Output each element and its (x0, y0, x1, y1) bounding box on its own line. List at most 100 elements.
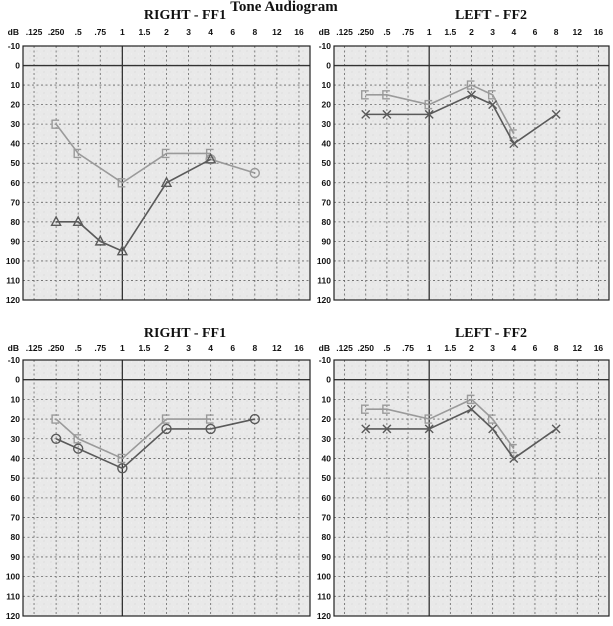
y-tick-label: 0 (15, 375, 20, 385)
data-point-circle (249, 413, 261, 425)
x-tick-label: .75 (402, 27, 414, 37)
y-tick-label: 70 (11, 513, 21, 523)
data-point-bracket (424, 99, 433, 110)
y-tick-label: 80 (11, 217, 21, 227)
data-point-bracket (487, 414, 496, 424)
panel-title: RIGHT - FF1 (144, 326, 226, 341)
x-tick-label: 8 (554, 343, 559, 353)
x-tick-label: .250 (357, 343, 374, 353)
data-point-circle (249, 167, 261, 179)
x-tick-label: 16 (294, 27, 304, 37)
y-tick-label: 90 (11, 236, 21, 246)
x-tick-label: 6 (230, 343, 235, 353)
data-point-circle (161, 423, 172, 435)
data-point-bracket (361, 90, 369, 100)
x-tick-label: 4 (208, 343, 213, 353)
y-unit-label: dB (319, 27, 330, 37)
y-tick-label: 30 (322, 434, 332, 444)
y-tick-label: -10 (319, 41, 332, 51)
series-cross (361, 90, 561, 149)
y-tick-label: 30 (11, 434, 21, 444)
y-tick-label: 60 (11, 493, 21, 503)
x-tick-label: 3 (186, 343, 191, 353)
data-point-circle (72, 443, 84, 454)
y-tick-label: 30 (11, 119, 21, 129)
y-tick-label: -10 (319, 355, 332, 365)
x-tick-label: 1 (120, 27, 125, 37)
y-tick-label: 20 (322, 100, 332, 110)
y-unit-label: dB (8, 27, 19, 37)
x-tick-label: .5 (75, 343, 82, 353)
y-tick-label: 100 (317, 256, 331, 266)
data-point-cross (509, 453, 519, 463)
x-tick-label: 16 (594, 27, 604, 37)
series-cross (361, 404, 561, 463)
x-tick-label: .250 (48, 27, 65, 37)
x-tick-label: .75 (402, 343, 414, 353)
data-point-cross (382, 109, 392, 119)
x-tick-label: .75 (94, 343, 106, 353)
x-tick-label: 12 (272, 343, 282, 353)
data-point-square (73, 434, 82, 444)
data-point-square (51, 414, 60, 424)
data-point-cross (467, 404, 476, 414)
data-point-triangle (160, 176, 173, 187)
y-tick-label: 40 (322, 453, 332, 463)
x-tick-label: .5 (75, 27, 82, 37)
audiogram-panel-right-ff1-bottom: RIGHT - FF1 dB .125 .250 .5 .75 1 1.5 2 3 4 6 8 12 16 -… (6, 326, 311, 621)
y-tick-label: 70 (322, 513, 332, 523)
x-tick-label: .125 (336, 27, 353, 37)
x-tick-label: 2 (469, 343, 474, 353)
y-tick-label: 0 (326, 61, 331, 71)
x-tick-label: 2 (469, 27, 474, 37)
x-tick-label: 3 (490, 27, 495, 37)
data-point-square (161, 414, 170, 424)
data-point-bracket (466, 80, 475, 90)
y-tick-label: 100 (6, 572, 20, 582)
y-tick-label: 70 (322, 197, 332, 207)
x-tick-label: 16 (294, 343, 304, 353)
y-tick-label: 110 (317, 591, 331, 601)
data-point-square (117, 453, 126, 464)
data-point-cross (382, 424, 392, 434)
x-tick-label: 6 (533, 343, 538, 353)
series-line (56, 158, 212, 253)
x-tick-label: .250 (357, 27, 374, 37)
x-tick-label: 1.5 (139, 343, 151, 353)
y-tick-label: 50 (11, 473, 21, 483)
series-triangle (50, 152, 217, 256)
y-tick-label: 0 (15, 61, 20, 71)
y-tick-label: 90 (11, 552, 21, 562)
x-tick-label: 1 (120, 343, 125, 353)
panel-title: RIGHT - FF1 (144, 8, 226, 23)
y-tick-label: 20 (322, 414, 332, 424)
data-point-circle (117, 463, 128, 474)
data-point-bracket (382, 404, 390, 414)
y-tick-label: 110 (6, 275, 20, 285)
figure-title: Tone Audiogram (230, 0, 338, 15)
data-point-triangle (94, 234, 106, 246)
x-tick-label: 4 (511, 27, 516, 37)
y-tick-label: 100 (6, 256, 20, 266)
data-point-triangle (204, 152, 217, 164)
audiogram-panel-right-ff1-top: RIGHT - FF1 dB .125 .250 .5 .75 1 1.5 2 3 4 6 8 12 16 -… (6, 8, 311, 305)
y-tick-label: 120 (6, 295, 20, 305)
x-tick-label: 1.5 (444, 343, 456, 353)
series-line (55, 418, 211, 460)
plot-frame (22, 359, 311, 617)
y-tick-label: 50 (322, 473, 332, 483)
data-point-square (205, 414, 214, 424)
y-tick-label: 110 (6, 591, 20, 601)
x-tick-label: 12 (573, 343, 583, 353)
x-tick-label: 4 (511, 343, 516, 353)
series-line (210, 158, 256, 174)
data-point-triangle (72, 215, 84, 227)
x-tick-label: 4 (208, 27, 213, 37)
data-point-circle (205, 423, 216, 435)
y-tick-label: 20 (11, 414, 21, 424)
data-point-cross (488, 100, 498, 110)
y-unit-label: dB (8, 343, 19, 353)
y-tick-label: 120 (317, 611, 331, 621)
series-bracket (361, 394, 517, 454)
series-square (51, 119, 214, 188)
